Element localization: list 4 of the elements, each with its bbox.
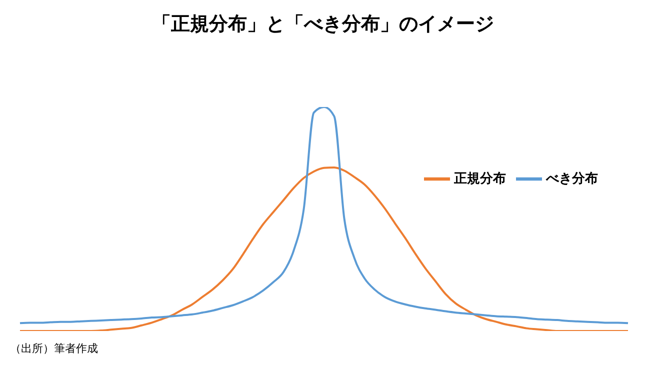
- text: （出所）筆者作成: [10, 341, 99, 356]
- legend-label: 正規分布: [454, 172, 506, 187]
- legend-label: べき分布: [546, 172, 598, 187]
- chart-title: 「正規分布」と「べき分布」のイメージ: [151, 12, 495, 37]
